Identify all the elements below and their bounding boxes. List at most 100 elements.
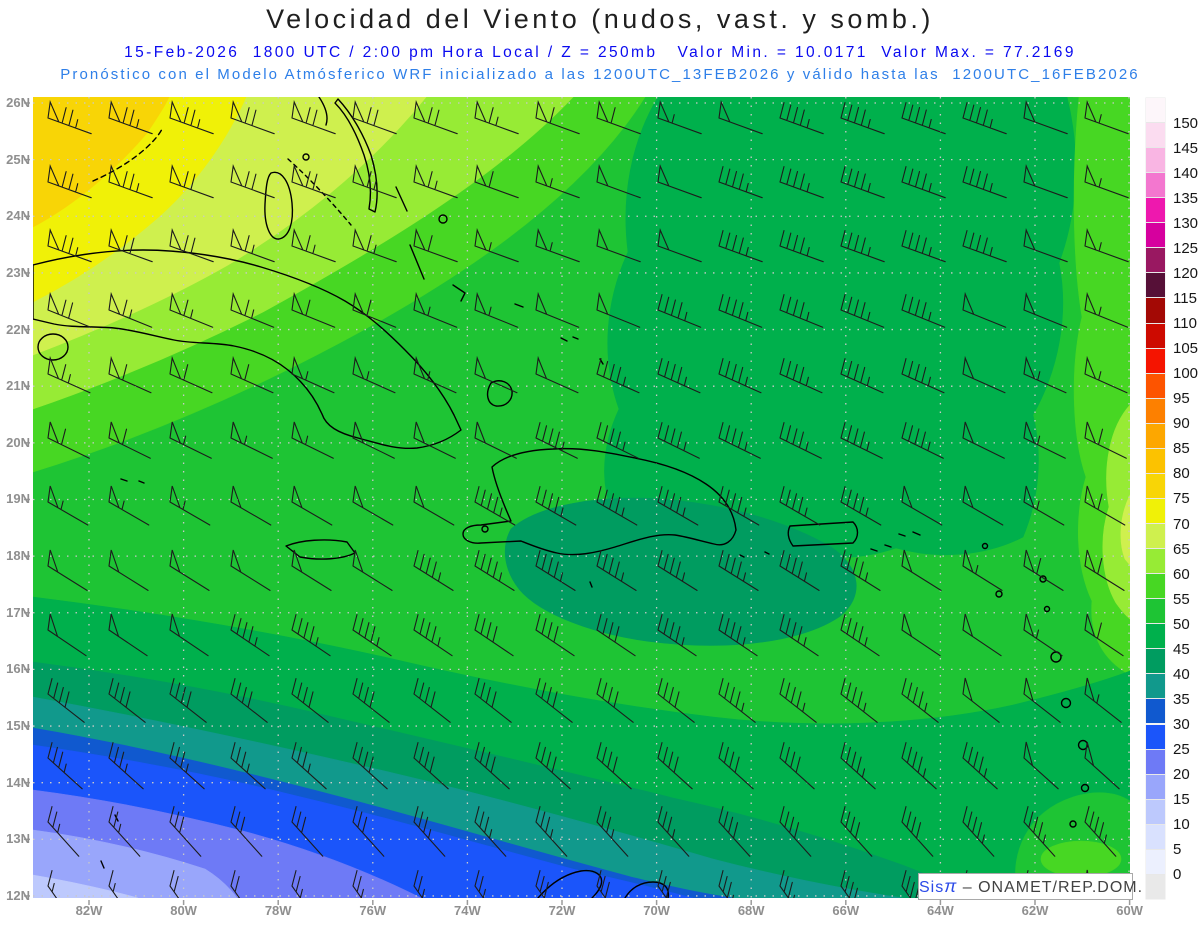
- watermark-brand: Sis: [919, 879, 945, 896]
- lon-label: 80W: [170, 903, 197, 918]
- wind-speed-colorbar: 150 145 140 135 130 125 120 115 110 105 100 95 90 85 8…: [1146, 98, 1200, 902]
- colorbar-label: 80: [1173, 465, 1190, 483]
- colorbar-label: 70: [1173, 515, 1190, 533]
- coast-dominica: [1060, 697, 1072, 709]
- colorbar-label: 105: [1173, 340, 1199, 358]
- colorbar-swatch-55-60: [1146, 574, 1165, 599]
- colorbar-label: 140: [1173, 164, 1199, 182]
- lon-label: 76W: [359, 903, 387, 918]
- coast-caymans: [120, 478, 145, 484]
- colorbar-label: 40: [1173, 665, 1190, 683]
- lat-label: 20N: [6, 434, 30, 450]
- lat-label: 21N: [6, 378, 30, 394]
- lat-label: 18N: [6, 548, 30, 564]
- colorbar-label: 25: [1173, 741, 1190, 759]
- watermark-box: Sisπ – ONAMET/REP.DOM.: [918, 873, 1142, 900]
- colorbar-label: 55: [1173, 590, 1190, 608]
- colorbar-label: 5: [1173, 841, 1182, 859]
- coast-montserrat: [1043, 605, 1051, 613]
- colorbar-swatch-5-10: [1146, 824, 1165, 849]
- colorbar-swatch-0-5: [1146, 849, 1165, 874]
- colorbar-label: 115: [1173, 289, 1197, 307]
- colorbar-label: 135: [1173, 189, 1199, 207]
- coast-cat-island: [395, 186, 408, 212]
- colorbar-swatch-125-130: [1146, 223, 1165, 248]
- colorbar-swatch-130-135: [1146, 198, 1165, 223]
- map-area: [33, 97, 1130, 898]
- colorbar-label: 85: [1173, 440, 1190, 458]
- coast-st-kitts: [995, 590, 1003, 598]
- coast-st-lucia: [1080, 783, 1090, 793]
- colorbar-swatch-120-125: [1146, 248, 1165, 273]
- lat-label: 15N: [6, 718, 30, 734]
- lat-label: 25N: [6, 151, 30, 167]
- lat-label: 13N: [6, 831, 30, 847]
- colorbar-label: 100: [1173, 365, 1199, 383]
- watermark-dash: –: [962, 879, 973, 896]
- lat-label: 19N: [6, 491, 30, 507]
- colorbar-label: 110: [1173, 315, 1197, 333]
- valid-time-line: 15-Feb-2026 1800 UTC / 2:00 pm Hora Loca…: [124, 44, 1076, 61]
- colorbar-label: 35: [1173, 690, 1190, 708]
- coast-gonave: [481, 525, 489, 533]
- lat-label: 17N: [6, 604, 30, 620]
- lon-label: 68W: [737, 903, 765, 918]
- lat-label: 24N: [6, 208, 30, 224]
- colorbar-swatch-70-75: [1146, 498, 1165, 523]
- colorbar-swatch-10-15: [1146, 799, 1165, 824]
- lon-label: 62W: [1021, 903, 1049, 918]
- coast-florida-keys: [92, 126, 164, 182]
- colorbar-label: 130: [1173, 214, 1199, 232]
- colorbar-swatch-20-25: [1146, 749, 1165, 774]
- colorbar-label: 50: [1173, 615, 1190, 633]
- coast-mayaguana: [514, 303, 524, 308]
- lon-label: 66W: [832, 903, 860, 918]
- coast-new-providence: [302, 153, 310, 161]
- colorbar-label: 125: [1173, 239, 1199, 257]
- coast-san-salvador: [438, 214, 448, 224]
- colorbar-swatch-50-55: [1146, 599, 1165, 624]
- colorbar-label: 95: [1173, 390, 1190, 408]
- contour-bands: [33, 97, 1130, 898]
- colorbar-label: 30: [1173, 716, 1190, 733]
- coast-andros: [264, 171, 294, 240]
- coast-eleuthera: [334, 98, 378, 213]
- colorbar-swatch-95-100: [1146, 373, 1165, 398]
- colorbar-swatch-115-120: [1146, 273, 1165, 298]
- lon-label: 74W: [454, 903, 481, 918]
- colorbar-swatch-85-90: [1146, 423, 1165, 448]
- colorbar-swatch-140-145: [1146, 148, 1165, 173]
- watermark-org: ONAMET/REP.DOM.: [972, 879, 1144, 896]
- colorbar-label: 0: [1173, 866, 1182, 884]
- colorbar-label: 90: [1173, 415, 1190, 433]
- colorbar-label: 120: [1173, 264, 1199, 282]
- coast-st-martin: [981, 542, 989, 550]
- coast-virgin-islands: [870, 531, 921, 552]
- colorbar-swatch-30-35: [1146, 699, 1165, 724]
- lon-label: 82W: [75, 903, 103, 918]
- colorbar-label: 60: [1173, 565, 1190, 583]
- colorbar-swatch-45-50: [1146, 624, 1165, 649]
- colorbar-label: 20: [1173, 766, 1190, 784]
- colorbar-swatch-105-110: [1146, 323, 1165, 348]
- colorbar-swatch-135-140: [1146, 173, 1165, 198]
- lon-label: 72W: [548, 903, 576, 918]
- colorbar-label: 15: [1173, 791, 1190, 809]
- coast-long-island: [409, 244, 425, 280]
- colorbar-swatch-110-115: [1146, 298, 1165, 323]
- coast-hispaniola: [462, 447, 737, 556]
- lat-label: 23N: [6, 264, 30, 280]
- lon-label: 78W: [264, 903, 292, 918]
- colorbar-swatch-<0: [1146, 874, 1165, 899]
- colorbar-label: 65: [1173, 540, 1190, 558]
- colorbar-swatch-25-30: [1146, 724, 1165, 749]
- colorbar-swatch-100-105: [1146, 348, 1165, 373]
- coast-cuba: [33, 249, 462, 450]
- latlon-grid: [33, 97, 1130, 898]
- pi-icon: π: [944, 876, 958, 896]
- map-title: Velocidad del Viento (nudos, vast. y som…: [266, 4, 934, 34]
- colorbar-swatch-65-70: [1146, 524, 1165, 549]
- colorbar-swatch-40-45: [1146, 649, 1165, 674]
- colorbar-swatch-90-95: [1146, 398, 1165, 423]
